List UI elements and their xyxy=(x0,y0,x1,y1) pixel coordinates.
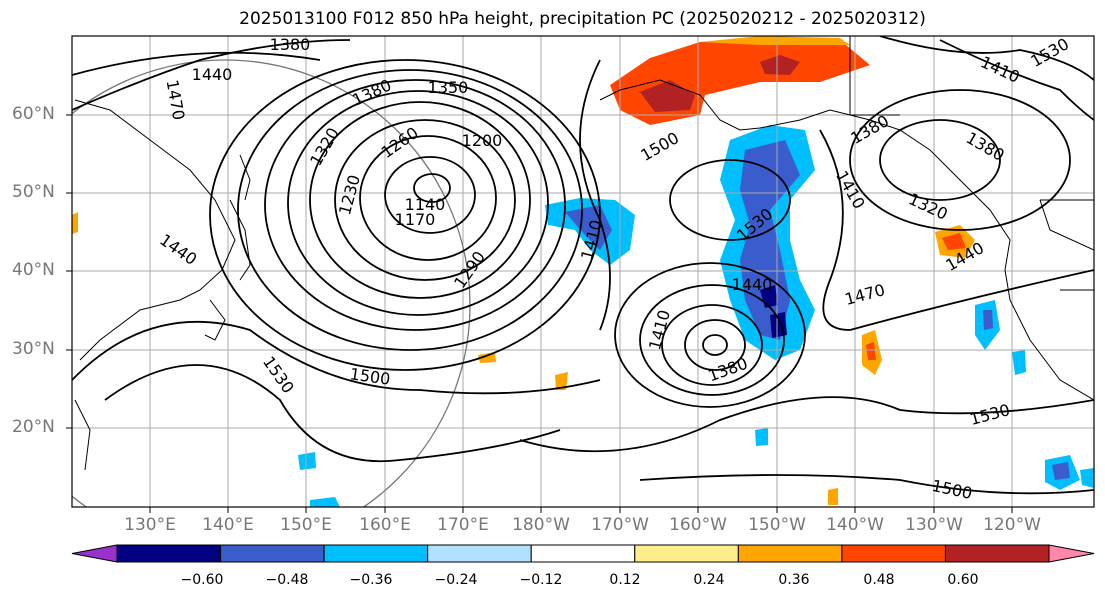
colorbar-tick-label: 0.24 xyxy=(693,572,725,588)
colorbar-tick-label: 0.60 xyxy=(947,572,979,588)
lon-label: 170°W xyxy=(591,515,649,535)
lon-label: 150°E xyxy=(280,515,332,535)
colorbar-segment xyxy=(530,544,636,563)
lon-label: 160°E xyxy=(359,515,411,535)
lon-label: 140°W xyxy=(826,515,884,535)
lon-label: 120°W xyxy=(983,515,1041,535)
lon-label: 140°E xyxy=(202,515,254,535)
colorbar-tick-label: −0.60 xyxy=(180,572,224,588)
contour-label: 1380 xyxy=(270,35,311,54)
colorbar-segment xyxy=(427,544,532,563)
height-contours xyxy=(72,36,1094,495)
colorbar-extend-min xyxy=(71,544,118,563)
colorbar-segment xyxy=(737,544,843,563)
colorbar-tick-label: −0.12 xyxy=(519,572,563,588)
colorbar-tick-label: 0.36 xyxy=(778,572,810,588)
colorbar-segment xyxy=(634,544,739,563)
colorbar-tick-label: −0.24 xyxy=(434,572,478,588)
lon-label: 180°W xyxy=(512,515,570,535)
map-title: 2025013100 F012 850 hPa height, precipit… xyxy=(239,9,926,29)
colorbar-segment xyxy=(220,544,325,563)
graticule xyxy=(72,36,1094,507)
lon-label: 130°W xyxy=(905,515,963,535)
colorbar xyxy=(71,544,1095,563)
lat-label: 30°N xyxy=(12,339,55,359)
contour-label: 1170 xyxy=(395,210,436,229)
colorbar-tick-label: 0.48 xyxy=(863,572,895,588)
colorbar-segment xyxy=(323,544,429,563)
lon-label: 170°E xyxy=(437,515,489,535)
colorbar-segment xyxy=(116,544,222,563)
lon-label: 130°E xyxy=(124,515,176,535)
contour-label: 1140 xyxy=(405,195,446,214)
lat-label: 20°N xyxy=(12,417,55,437)
lat-label: 40°N xyxy=(12,260,55,280)
colorbar-tick-label: −0.36 xyxy=(349,572,393,588)
precip-shading xyxy=(72,36,1094,507)
lon-label: 150°W xyxy=(748,515,806,535)
contour-label: 1350 xyxy=(428,78,469,97)
colorbar-segment xyxy=(841,544,946,563)
contour-label: 1440 xyxy=(732,275,773,294)
colorbar-segment xyxy=(944,544,1050,563)
colorbar-extend-max xyxy=(1048,544,1095,563)
colorbar-tick-label: 0.12 xyxy=(609,572,641,588)
lon-label: 160°W xyxy=(669,515,727,535)
contour-label: 1200 xyxy=(462,131,503,150)
lat-label: 60°N xyxy=(12,104,55,124)
lat-label: 50°N xyxy=(12,182,55,202)
colorbar-tick-label: −0.48 xyxy=(265,572,309,588)
contour-label: 1440 xyxy=(192,65,233,84)
